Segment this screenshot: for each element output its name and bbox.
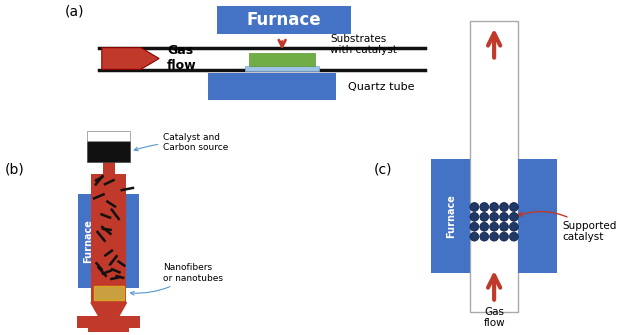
Bar <box>91 174 126 194</box>
Text: Supported
catalyst: Supported catalyst <box>518 212 617 243</box>
Bar <box>470 21 518 313</box>
Text: Gas
flow: Gas flow <box>484 307 505 328</box>
Text: Furnace: Furnace <box>83 219 93 263</box>
Circle shape <box>509 203 518 211</box>
Circle shape <box>490 232 499 241</box>
Polygon shape <box>91 303 126 317</box>
Text: Furnace: Furnace <box>247 11 322 29</box>
Text: Furnace: Furnace <box>446 194 456 238</box>
Bar <box>87 131 131 140</box>
Bar <box>91 174 126 303</box>
Bar <box>77 317 140 328</box>
Circle shape <box>509 212 518 221</box>
Text: (c): (c) <box>374 162 392 176</box>
Bar <box>87 140 131 162</box>
Circle shape <box>480 232 489 241</box>
Bar <box>249 53 315 66</box>
Circle shape <box>470 203 479 211</box>
Circle shape <box>509 222 518 231</box>
Text: Gas
flow: Gas flow <box>167 45 197 72</box>
Circle shape <box>470 222 479 231</box>
Bar <box>78 194 139 288</box>
Bar <box>88 328 129 335</box>
Circle shape <box>490 212 499 221</box>
Bar <box>94 286 124 299</box>
Circle shape <box>499 222 509 231</box>
Circle shape <box>480 203 489 211</box>
Circle shape <box>490 222 499 231</box>
Text: (a): (a) <box>64 4 84 18</box>
Text: (b): (b) <box>5 162 24 176</box>
Circle shape <box>499 232 509 241</box>
Bar <box>245 66 319 71</box>
Circle shape <box>499 212 509 221</box>
Bar <box>207 73 336 100</box>
Text: Nanofibers
or nanotubes: Nanofibers or nanotubes <box>131 263 223 295</box>
Bar <box>431 159 470 273</box>
Circle shape <box>480 212 489 221</box>
Circle shape <box>470 212 479 221</box>
Polygon shape <box>102 48 159 69</box>
Text: Substrates
with catalyst: Substrates with catalyst <box>330 34 397 56</box>
Bar <box>103 162 115 174</box>
Text: Catalyst and
Carbon source: Catalyst and Carbon source <box>134 133 229 152</box>
Circle shape <box>480 222 489 231</box>
Bar <box>518 159 558 273</box>
Circle shape <box>470 232 479 241</box>
Circle shape <box>490 203 499 211</box>
Circle shape <box>509 232 518 241</box>
Bar <box>217 6 351 34</box>
Text: Quartz tube: Quartz tube <box>348 82 414 92</box>
Circle shape <box>499 203 509 211</box>
